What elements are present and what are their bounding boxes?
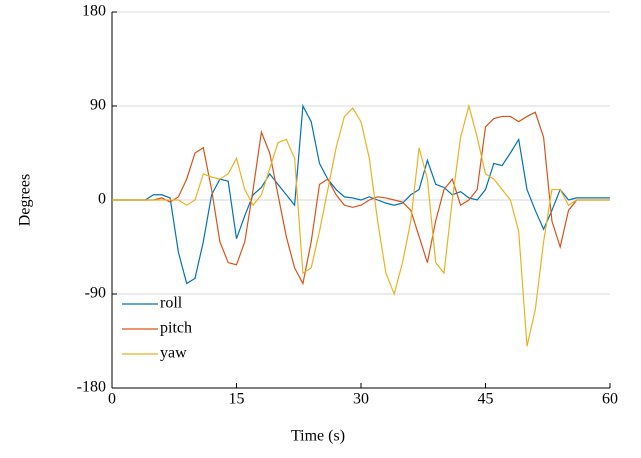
legend-label: pitch (160, 320, 192, 337)
y-tick-label: -90 (85, 285, 106, 302)
y-tick-label: 90 (90, 97, 106, 114)
y-axis-label: Degrees (17, 174, 34, 226)
legend-label: yaw (160, 345, 187, 362)
x-axis-label: Time (s) (291, 428, 345, 445)
series-line (112, 103, 610, 285)
y-tick-label: 0 (98, 191, 106, 208)
series-line (112, 103, 610, 347)
x-tick-label: 60 (602, 391, 618, 408)
y-tick-label: 180 (82, 3, 106, 20)
x-tick-label: 0 (108, 391, 116, 408)
series-line (112, 111, 610, 286)
x-tick-label: 30 (353, 391, 369, 408)
legend-label: roll (160, 295, 183, 312)
x-tick-label: 15 (229, 391, 245, 408)
y-tick-label: -180 (77, 379, 106, 396)
x-tick-label: 45 (478, 391, 494, 408)
